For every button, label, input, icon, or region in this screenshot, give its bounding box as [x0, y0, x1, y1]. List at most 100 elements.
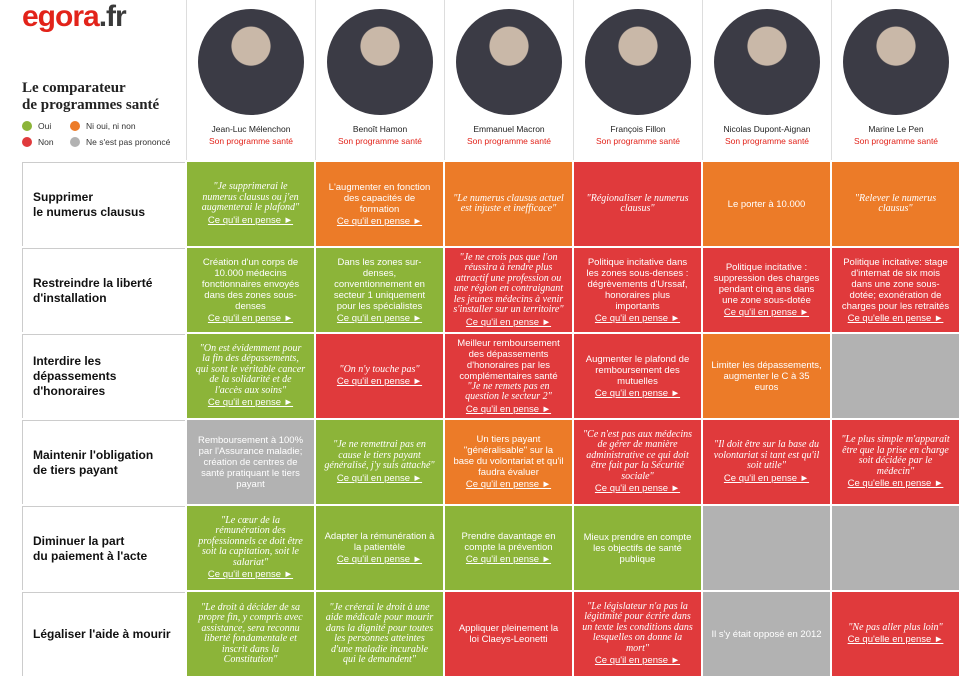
legend-swatch [70, 121, 80, 131]
cell-link[interactable]: Ce qu'il en pense ► [594, 655, 681, 667]
cell-link[interactable]: Ce qu'il en pense ► [336, 554, 423, 565]
cell-link[interactable]: Ce qu'il en pense ► [465, 479, 552, 490]
cell: "Le numerus clausus actuel est injuste e… [445, 162, 572, 246]
cell-text: Création d'un corps de 10.000 médecins f… [201, 256, 300, 312]
cell-link[interactable]: Ce qu'il en pense ► [336, 472, 423, 484]
candidate-name: Benoît Hamon [352, 124, 408, 134]
cell: "Le droit à décider de sa propre fin, y … [187, 592, 314, 676]
cell-link[interactable]: Ce qu'il en pense ► [207, 312, 294, 324]
cell-link[interactable]: Ce qu'il en pense ► [594, 312, 681, 324]
cell-link[interactable]: Ce qu'elle en pense ► [847, 312, 944, 324]
cell: Dans les zones sur-denses, conventionnem… [316, 248, 443, 332]
cell: Remboursement à 100% par l'Assurance mal… [187, 420, 314, 504]
candidate-name: Jean-Luc Mélenchon [211, 124, 291, 134]
row-label: Supprimer le numerus clausus [22, 162, 185, 246]
legend-item: Ni oui, ni non [70, 121, 136, 131]
cell-link[interactable]: Ce qu'il en pense ► [723, 472, 810, 484]
cell: Adapter la rémunération à la patientèle C… [316, 506, 443, 590]
quote: "Il doit être sur la base du volontariat… [713, 439, 820, 472]
candidate-header: François Fillon Son programme santé [573, 0, 702, 160]
cell-text: Appliquer pleinement la loi Claeys-Leone… [458, 623, 559, 645]
legend-label: Ni oui, ni non [86, 121, 136, 131]
quote: "Relever le numerus clausus" [854, 192, 937, 214]
cell-link[interactable]: Ce qu'il en pense ► [336, 312, 423, 324]
logo: egora.fr [22, 0, 127, 34]
cell: "On est évidemment pour la fin des dépas… [187, 334, 314, 418]
cell-text: Mieux prendre en compte les objectifs de… [583, 531, 692, 565]
title: Le comparateur de programmes santé [22, 80, 160, 113]
cell: "Je ne crois pas que l'on réussira à ren… [445, 248, 572, 332]
cell-text: Adapter la rémunération à la patientèle [324, 531, 435, 553]
candidate-link[interactable]: Son programme santé [337, 136, 423, 146]
candidate-header: Marine Le Pen Son programme santé [831, 0, 960, 160]
cell-link[interactable]: Ce qu'il en pense ► [207, 569, 294, 581]
cell-link[interactable]: Ce qu'il en pense ► [594, 387, 681, 399]
cell: Un tiers payant "généralisable" sur la b… [445, 420, 572, 504]
candidate-link[interactable]: Son programme santé [595, 136, 681, 146]
logo-main: egora [22, 0, 100, 33]
cell-text: Politique incitative: stage d'internat d… [841, 256, 950, 312]
cell-text: Il s'y était opposé en 2012 [711, 628, 822, 640]
legend-item: Oui [22, 121, 51, 131]
cell: "Ce n'est pas aux médecins de gérer de m… [574, 420, 701, 504]
legend-swatch [22, 137, 32, 147]
cell: "Le plus simple m'apparaît être que la p… [832, 420, 959, 504]
cell-text: L'augmenter en fonction des capacités de… [328, 181, 431, 215]
cell: Appliquer pleinement la loi Claeys-Leone… [445, 592, 572, 676]
cell: Mieux prendre en compte les objectifs de… [574, 506, 701, 590]
cell-link[interactable]: Ce qu'il en pense ► [465, 554, 552, 565]
cell-link[interactable]: Ce qu'il en pense ► [465, 403, 552, 415]
cell: "Je supprimerai le numerus clausus ou j'… [187, 162, 314, 246]
cell-link[interactable]: Ce qu'il en pense ► [594, 483, 681, 495]
cell: "Le cœur de la rémunération des professi… [187, 506, 314, 590]
cell-link[interactable]: Ce qu'il en pense ► [207, 214, 294, 226]
candidate-link[interactable]: Son programme santé [208, 136, 294, 146]
candidate-name: Emmanuel Macron [473, 124, 545, 134]
legend-label: Ne s'est pas prononcé [86, 137, 171, 147]
cell [703, 506, 830, 590]
cell-text: Politique incitative : suppression des c… [713, 262, 820, 306]
legend-swatch [22, 121, 32, 131]
quote: "Le plus simple m'apparaît être que la p… [841, 434, 950, 477]
quote: "Le cœur de la rémunération des professi… [198, 514, 303, 568]
quote: "Je ne remets pas en question le secteur… [465, 380, 552, 402]
cell: "Relever le numerus clausus" [832, 162, 959, 246]
logo-suffix: .fr [98, 0, 127, 33]
cell-text: Meilleur remboursement des dépassements … [457, 337, 560, 382]
candidate-header: Emmanuel Macron Son programme santé [444, 0, 573, 160]
cell-link[interactable]: Ce qu'il en pense ► [465, 316, 552, 328]
cell-text: Politique incitative dans les zones sous… [586, 256, 689, 312]
cell: "Le législateur n'a pas la légitimité po… [574, 592, 701, 676]
cell: "Ne pas aller plus loin" Ce qu'elle en pe… [832, 592, 959, 676]
quote: "Le numerus clausus actuel est injuste e… [453, 192, 564, 214]
cell-link[interactable]: Ce qu'il en pense ► [336, 376, 423, 388]
candidate-link[interactable]: Son programme santé [724, 136, 810, 146]
candidate-photo [327, 9, 433, 115]
legend-swatch [70, 137, 80, 147]
cell-link[interactable]: Ce qu'il en pense ► [723, 307, 810, 318]
candidate-header: Jean-Luc Mélenchon Son programme santé [186, 0, 315, 160]
cell: "Régionaliser le numerus clausus" [574, 162, 701, 246]
cell-text: Remboursement à 100% par l'Assurance mal… [197, 434, 304, 490]
quote: "On est évidemment pour la fin des dépas… [195, 342, 306, 396]
candidate-header: Benoît Hamon Son programme santé [315, 0, 444, 160]
candidate-link[interactable]: Son programme santé [853, 136, 939, 146]
cell-link[interactable]: Ce qu'elle en pense ► [847, 478, 944, 489]
cell: Politique incitative dans les zones sous… [574, 248, 701, 332]
candidate-link[interactable]: Son programme santé [466, 136, 552, 146]
cell-link[interactable]: Ce qu'il en pense ► [207, 397, 294, 409]
row-label: Restreindre la liberté d'installation [22, 248, 185, 332]
quote: "Ce n'est pas aux médecins de gérer de m… [582, 428, 693, 482]
candidate-photo [456, 9, 562, 115]
row-label: Interdire les dépassements d'honoraires [22, 334, 185, 418]
cell-text: Un tiers payant "généralisable" sur la b… [453, 434, 564, 478]
legend-item: Non [22, 137, 54, 147]
legend-label: Oui [38, 121, 52, 131]
cell-text: Le porter à 10.000 [727, 198, 806, 210]
candidate-name: François Fillon [610, 124, 666, 134]
cell-link[interactable]: Ce qu'elle en pense ► [847, 634, 944, 646]
row-label: Diminuer la part du paiement à l'acte [22, 506, 185, 590]
candidate-photo [585, 9, 691, 115]
cell-link[interactable]: Ce qu'il en pense ► [336, 215, 423, 227]
